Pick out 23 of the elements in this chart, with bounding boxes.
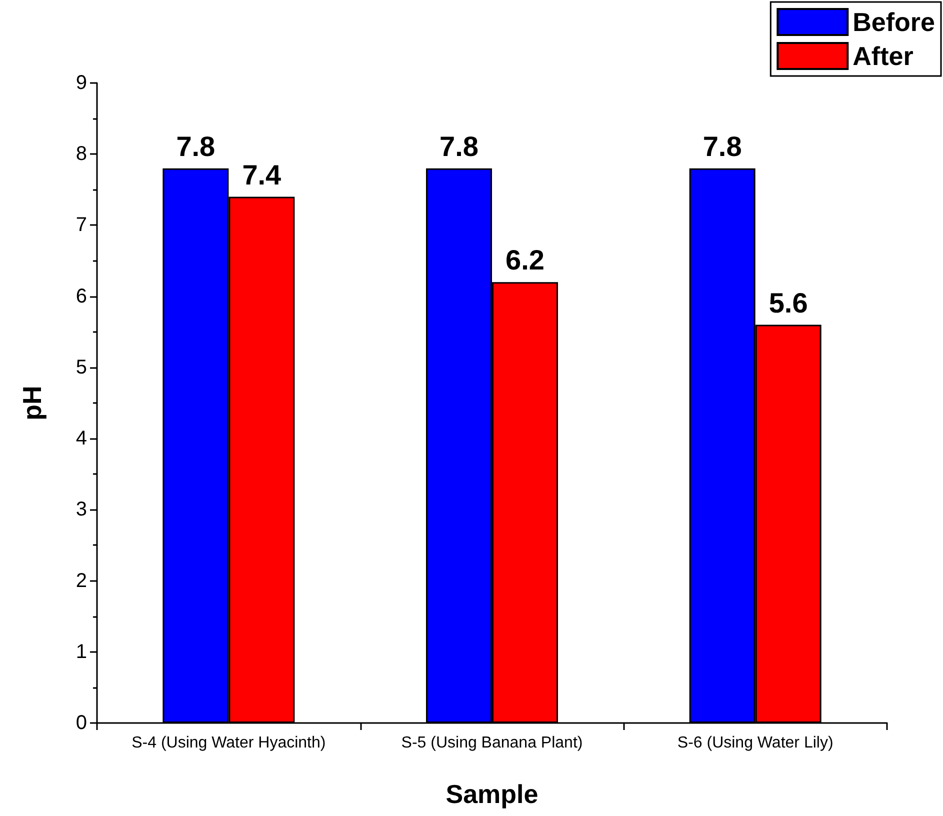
data-label: 7.8 [440, 130, 478, 162]
y-tick-label: 9 [76, 72, 87, 94]
y-tick-label: 2 [76, 570, 87, 592]
y-tick-label: 3 [76, 498, 87, 521]
x-axis-title: Sample [446, 779, 538, 809]
data-label: 7.8 [702, 130, 742, 162]
legend-label: Before [852, 7, 936, 37]
y-tick-label: 8 [76, 143, 87, 166]
data-label: 5.6 [768, 287, 808, 318]
data-label: 7.4 [242, 159, 282, 190]
data-label: 6.2 [506, 244, 544, 276]
y-tick-label: 4 [76, 428, 87, 450]
x-tick-label: S-5 (Using Banana Plant) [401, 734, 583, 752]
y-tick-label: 7 [76, 214, 87, 236]
y-tick-label: 1 [76, 640, 87, 663]
y-tick-label: 0 [76, 712, 87, 734]
data-label: 7.8 [176, 130, 216, 162]
y-tick-label: 6 [76, 285, 87, 308]
x-tick-label: S-4 (Using Water Hyacinth) [132, 734, 326, 752]
y-tick-label: 5 [76, 356, 87, 378]
legend-label: After [852, 41, 914, 71]
x-tick-label: S-6 (Using Water Lily) [677, 734, 834, 752]
y-axis-title: pH [17, 386, 47, 420]
